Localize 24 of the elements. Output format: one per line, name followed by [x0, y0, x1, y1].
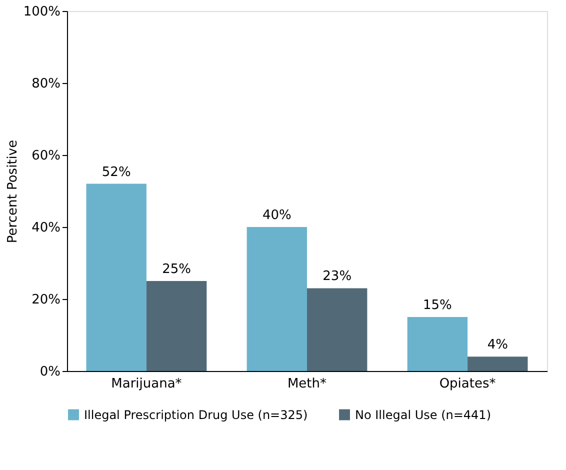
- data-label: 23%: [322, 269, 352, 284]
- bar: [407, 317, 468, 371]
- bar: [307, 288, 368, 371]
- bar: [246, 227, 307, 371]
- legend-label: No Illegal Use (n=441): [355, 408, 492, 422]
- legend-label: Illegal Prescription Drug Use (n=325): [84, 408, 308, 422]
- data-label: 25%: [162, 262, 192, 277]
- x-tick-label: Marijuana*: [111, 376, 182, 392]
- y-tick-label: 100%: [23, 4, 60, 20]
- y-tick-label: 80%: [32, 76, 60, 92]
- x-tick-label: Meth*: [287, 376, 328, 392]
- data-label: 15%: [422, 298, 452, 313]
- data-label: 40%: [262, 208, 292, 223]
- bar: [146, 281, 207, 371]
- y-tick-label: 60%: [32, 148, 60, 164]
- x-tick-label: Opiates*: [439, 376, 496, 392]
- y-tick-label: 40%: [32, 220, 60, 236]
- y-axis-title: Percent Positive: [5, 140, 20, 244]
- bar: [468, 356, 528, 371]
- data-label: 4%: [487, 338, 508, 353]
- y-tick-label: 0%: [40, 364, 60, 380]
- bar: [86, 184, 146, 371]
- y-tick-label: 20%: [32, 292, 60, 308]
- data-label: 52%: [102, 164, 131, 180]
